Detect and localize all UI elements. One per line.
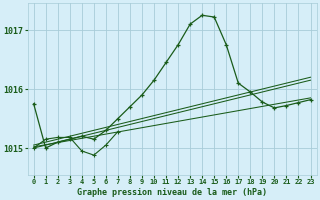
X-axis label: Graphe pression niveau de la mer (hPa): Graphe pression niveau de la mer (hPa) (77, 188, 267, 197)
